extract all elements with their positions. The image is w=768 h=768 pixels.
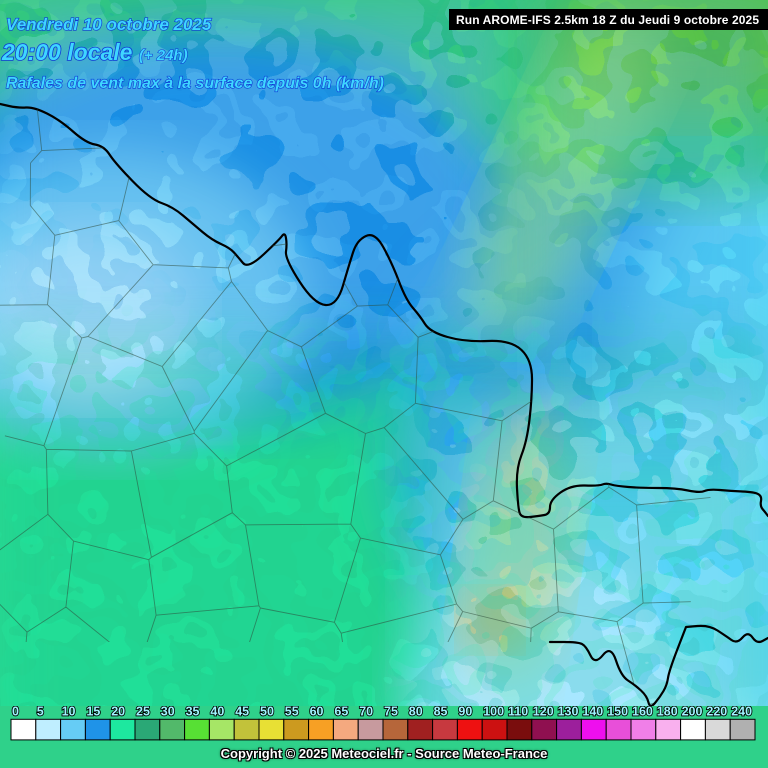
svg-text:10: 10 (62, 706, 76, 718)
svg-text:200: 200 (682, 706, 703, 718)
svg-text:50: 50 (260, 706, 274, 718)
svg-text:220: 220 (706, 706, 727, 718)
svg-text:100: 100 (483, 706, 504, 718)
svg-text:150: 150 (607, 706, 628, 718)
svg-text:85: 85 (434, 706, 448, 718)
svg-text:25: 25 (136, 706, 150, 718)
svg-text:110: 110 (508, 706, 528, 718)
svg-text:40: 40 (210, 706, 224, 718)
svg-text:130: 130 (558, 706, 579, 718)
svg-text:45: 45 (235, 706, 249, 718)
svg-text:60: 60 (310, 706, 324, 718)
svg-text:240: 240 (731, 706, 752, 718)
svg-text:35: 35 (186, 706, 200, 718)
svg-text:5: 5 (37, 706, 44, 718)
svg-text:0: 0 (12, 706, 19, 718)
svg-text:160: 160 (632, 706, 653, 718)
svg-text:55: 55 (285, 706, 299, 718)
svg-text:30: 30 (161, 706, 175, 718)
svg-text:70: 70 (359, 706, 373, 718)
svg-text:65: 65 (334, 706, 348, 718)
svg-text:15: 15 (86, 706, 100, 718)
svg-text:120: 120 (533, 706, 554, 718)
svg-text:20: 20 (111, 706, 125, 718)
svg-text:75: 75 (384, 706, 398, 718)
svg-text:140: 140 (582, 706, 603, 718)
svg-text:180: 180 (657, 706, 678, 718)
svg-text:90: 90 (458, 706, 472, 718)
svg-text:80: 80 (409, 706, 423, 718)
